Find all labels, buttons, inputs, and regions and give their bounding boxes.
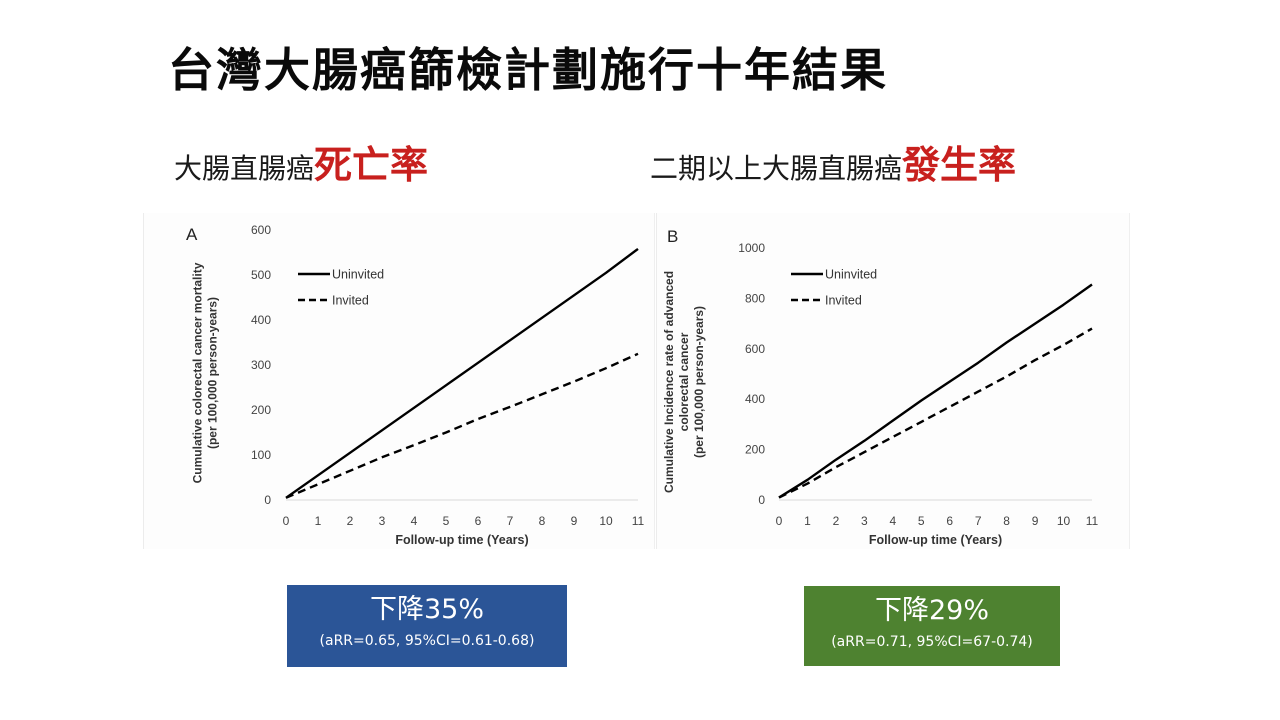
x-tick-label: 10 xyxy=(599,514,613,528)
y-tick-label: 200 xyxy=(745,443,765,457)
panel-label: B xyxy=(667,227,678,246)
y-tick-label: 600 xyxy=(251,223,271,237)
x-axis-label: Follow-up time (Years) xyxy=(395,533,528,547)
x-tick-label: 3 xyxy=(861,514,868,528)
y-tick-label: 0 xyxy=(758,493,765,507)
y-tick-label: 600 xyxy=(745,342,765,356)
legend-label-invited: Invited xyxy=(332,294,369,308)
subtitle-mortality: 大腸直腸癌死亡率 xyxy=(174,134,428,189)
series-line-uninvited xyxy=(285,247,639,499)
x-tick-label: 8 xyxy=(1003,514,1010,528)
y-axis-label: colorectal cancer xyxy=(677,332,691,431)
incidence-reduction-detail: (aRR=0.71, 95%CI=67-0.74) xyxy=(831,634,1033,650)
x-tick-label: 3 xyxy=(379,514,386,528)
page-title: 台灣大腸癌篩檢計劃施行十年結果 xyxy=(168,43,888,97)
incidence-reduction-badge: 下降29% (aRR=0.71, 95%CI=67-0.74) xyxy=(804,586,1060,666)
legend-label-uninvited: Uninvited xyxy=(332,268,384,282)
x-tick-label: 1 xyxy=(315,514,322,528)
y-tick-label: 0 xyxy=(264,493,271,507)
x-tick-label: 9 xyxy=(571,514,578,528)
chart-panel-b: B 0 200 400 600 800 1000 0 1 2 3 4 5 6 7 8 9 10 11 Follow-u… xyxy=(656,213,1130,549)
subtitle-incidence: 二期以上大腸直腸癌發生率 xyxy=(650,134,1016,189)
mortality-reduction-detail: (aRR=0.65, 95%CI=0.61-0.68) xyxy=(319,633,535,649)
subtitle-incidence-highlight: 發生率 xyxy=(902,143,1017,187)
x-tick-label: 11 xyxy=(632,514,645,528)
x-tick-label: 0 xyxy=(283,514,290,528)
x-tick-label: 2 xyxy=(347,514,354,528)
x-tick-label: 5 xyxy=(918,514,925,528)
y-tick-label: 400 xyxy=(745,392,765,406)
y-axis-label: Cumulative colorectal cancer mortality xyxy=(191,262,205,483)
x-tick-label: 4 xyxy=(889,514,896,528)
x-tick-label: 7 xyxy=(975,514,982,528)
x-tick-label: 7 xyxy=(507,514,514,528)
y-axis-label: (per 100,000 person-years) xyxy=(692,306,706,458)
series-line-invited xyxy=(778,327,1093,499)
x-tick-label: 5 xyxy=(443,514,450,528)
y-tick-label: 800 xyxy=(745,291,765,305)
x-tick-label: 9 xyxy=(1032,514,1039,528)
y-tick-label: 100 xyxy=(251,448,271,462)
legend-label-uninvited: Uninvited xyxy=(825,268,877,282)
series-line-uninvited xyxy=(778,283,1093,499)
subtitle-mortality-highlight: 死亡率 xyxy=(314,143,429,187)
subtitle-mortality-prefix: 大腸直腸癌 xyxy=(174,152,315,185)
x-tick-label: 6 xyxy=(946,514,953,528)
x-tick-label: 8 xyxy=(539,514,546,528)
x-tick-label: 11 xyxy=(1086,514,1099,528)
x-tick-label: 10 xyxy=(1057,514,1071,528)
chart-a-svg: A 0 100 200 300 400 500 600 0 1 2 3 4 5 6 7 8 9 10 11 Follow… xyxy=(186,223,645,547)
mortality-reduction-headline: 下降35% xyxy=(369,594,484,625)
x-axis-label: Follow-up time (Years) xyxy=(869,533,1002,547)
x-tick-label: 1 xyxy=(804,514,811,528)
y-tick-label: 400 xyxy=(251,313,271,327)
y-axis-label: Cumulative Incidence rate of advanced xyxy=(662,271,676,493)
chart-panel-a: A 0 100 200 300 400 500 600 0 1 2 3 4 5 6 7 8 9 10 11 Follow… xyxy=(143,213,655,549)
legend-label-invited: Invited xyxy=(825,294,862,308)
series-line-invited xyxy=(285,352,639,499)
x-tick-label: 4 xyxy=(411,514,418,528)
panel-label: A xyxy=(186,225,198,244)
subtitle-incidence-prefix: 二期以上大腸直腸癌 xyxy=(650,152,903,185)
incidence-reduction-headline: 下降29% xyxy=(874,595,989,626)
chart-b-svg: B 0 200 400 600 800 1000 0 1 2 3 4 5 6 7 8 9 10 11 Follow-u… xyxy=(662,227,1099,547)
y-tick-label: 500 xyxy=(251,268,271,282)
mortality-reduction-badge: 下降35% (aRR=0.65, 95%CI=0.61-0.68) xyxy=(287,585,567,667)
y-tick-label: 1000 xyxy=(738,241,765,255)
y-axis-label: (per 100,000 person-years) xyxy=(206,297,220,449)
x-tick-label: 6 xyxy=(475,514,482,528)
y-tick-label: 300 xyxy=(251,358,271,372)
x-tick-label: 0 xyxy=(776,514,783,528)
x-tick-label: 2 xyxy=(833,514,840,528)
y-tick-label: 200 xyxy=(251,403,271,417)
